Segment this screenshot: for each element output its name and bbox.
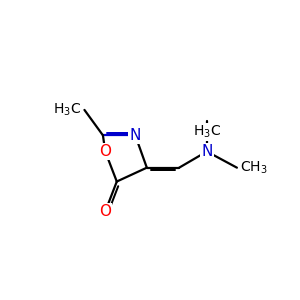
Text: O: O — [99, 144, 111, 159]
Text: H$_3$C: H$_3$C — [53, 102, 81, 118]
Text: N: N — [130, 128, 141, 143]
Text: N: N — [201, 144, 213, 159]
Text: CH$_3$: CH$_3$ — [240, 160, 268, 176]
Text: O: O — [99, 204, 111, 219]
Text: H$_3$C: H$_3$C — [193, 124, 221, 140]
